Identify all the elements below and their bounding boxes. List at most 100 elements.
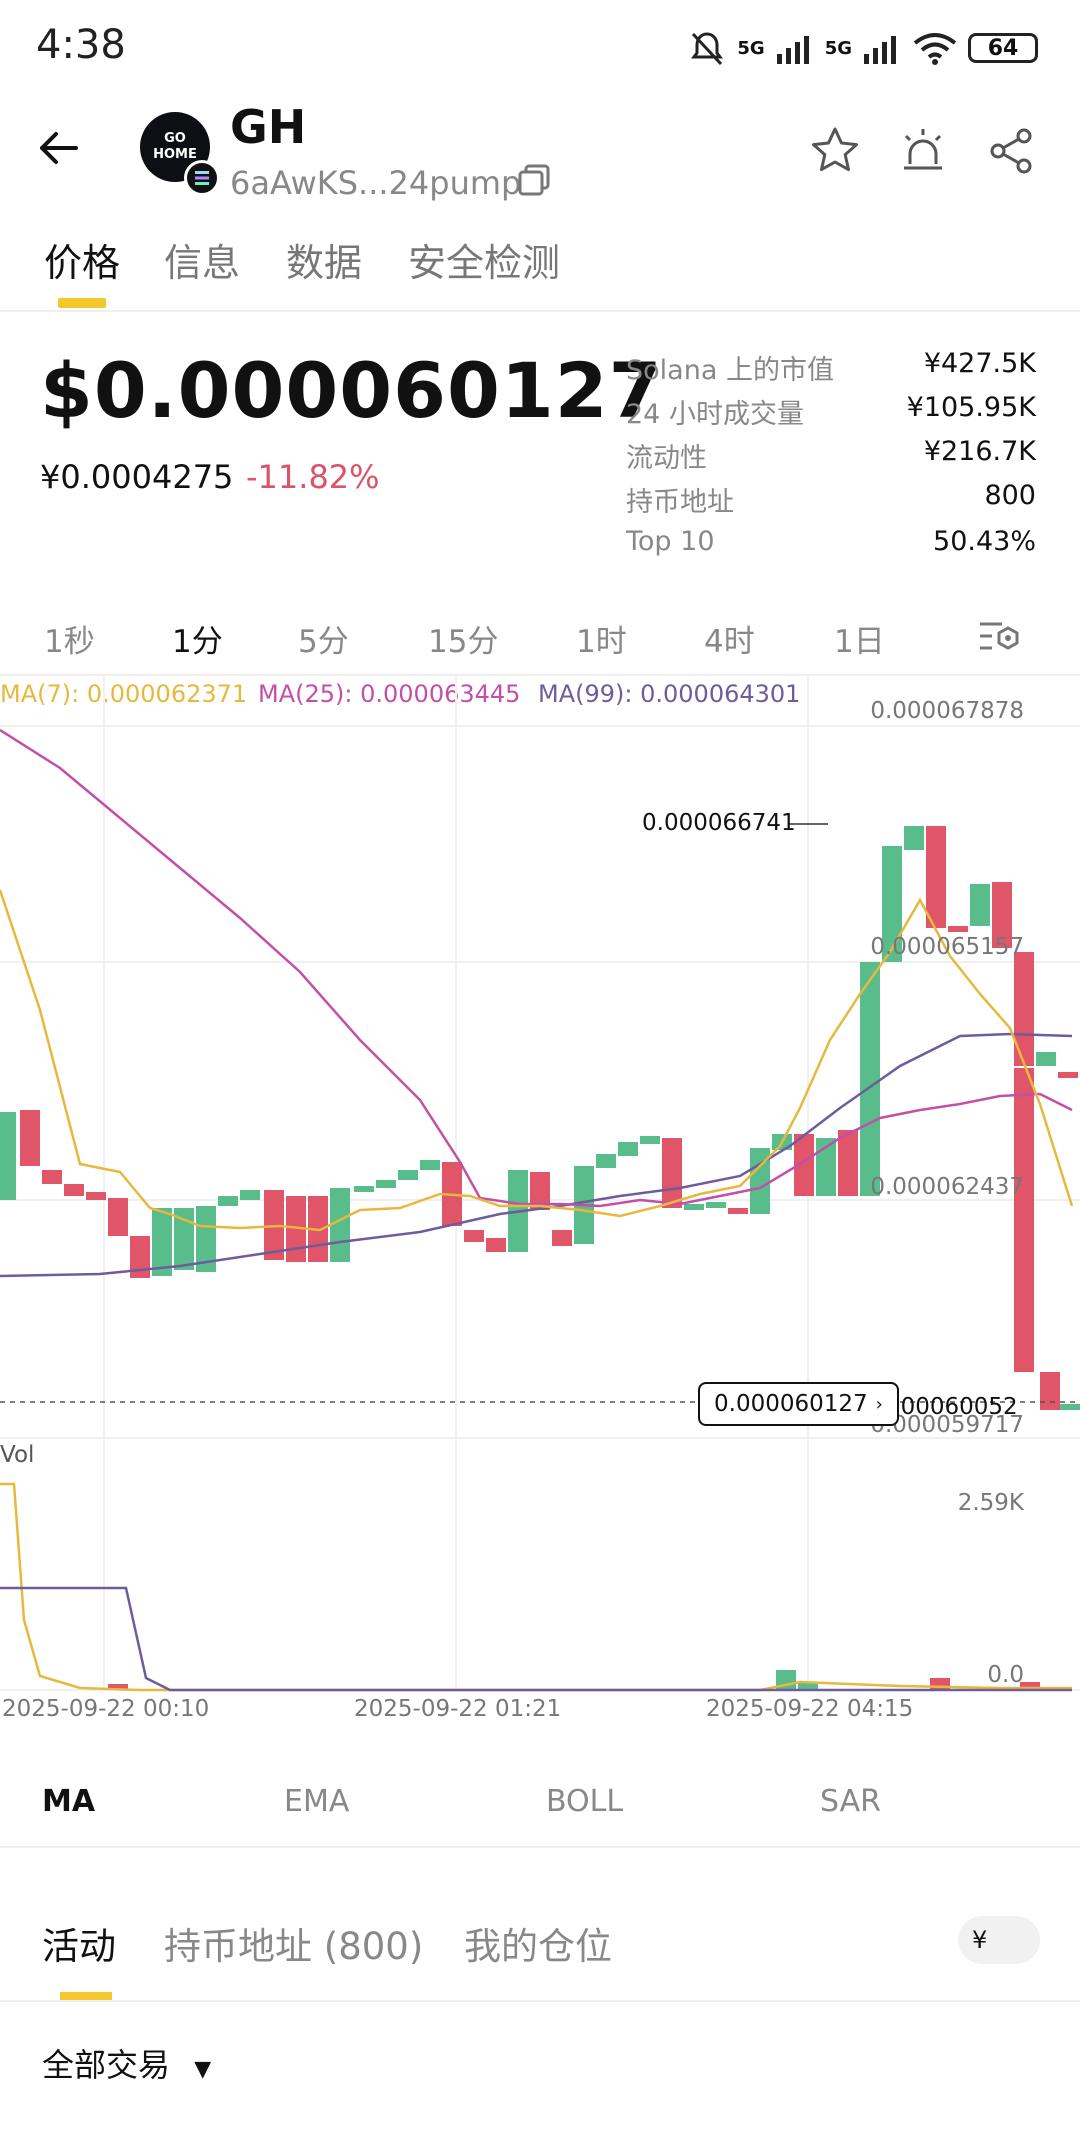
alert-alarm-icon[interactable] xyxy=(896,124,950,178)
candle xyxy=(420,1160,440,1170)
volume-bar xyxy=(798,1682,818,1690)
candle xyxy=(130,1236,150,1278)
share-icon[interactable] xyxy=(984,124,1038,178)
interval-1h[interactable]: 1时 xyxy=(576,624,627,660)
token-name: GH xyxy=(230,100,307,154)
volume-min-label: 0.0 xyxy=(987,1662,1024,1688)
interval-5m[interactable]: 5分 xyxy=(298,624,349,660)
indicator-divider xyxy=(0,1846,1080,1848)
candle xyxy=(1036,1052,1056,1066)
high-price-label: 0.000066741 xyxy=(642,810,796,836)
candle xyxy=(64,1184,84,1196)
trade-filter-dropdown[interactable]: 全部交易 ▼ xyxy=(42,2040,211,2086)
candle xyxy=(926,826,946,928)
stat-label-liquidity: 流动性 xyxy=(626,443,707,474)
stat-value-holders: 800 xyxy=(984,480,1036,511)
candle xyxy=(354,1186,374,1192)
price-cny: ¥0.0004275 xyxy=(40,458,234,496)
tab-security-check[interactable]: 安全检测 xyxy=(408,241,561,285)
status-time: 4:38 xyxy=(36,22,126,68)
candle xyxy=(970,884,990,926)
mute-bell-icon xyxy=(691,32,724,66)
tab-activity[interactable]: 活动 xyxy=(42,1925,116,1968)
candle xyxy=(86,1192,106,1200)
indicator-sar[interactable]: SAR xyxy=(820,1784,881,1819)
stat-label-market-cap: Solana 上的市值 xyxy=(626,355,834,386)
status-icons: 5G 5G 64 xyxy=(687,26,1038,70)
price-usd: $0.000060127 xyxy=(40,346,663,435)
candle xyxy=(530,1172,550,1210)
interval-4h[interactable]: 4时 xyxy=(704,624,755,660)
y-label-2: 0.000065157 xyxy=(870,934,1024,960)
ma7-legend: MA(7): 0.000062371 xyxy=(0,680,248,708)
candle xyxy=(816,1138,836,1196)
currency-toggle[interactable]: ¥ xyxy=(958,1916,1040,1964)
candle xyxy=(750,1148,770,1214)
x-label-1: 2025-09-22 00:10 xyxy=(2,1696,210,1722)
avatar-text: GO HOME xyxy=(153,131,197,162)
tab-price[interactable]: 价格 xyxy=(44,241,121,285)
tab-data[interactable]: 数据 xyxy=(286,241,363,285)
candle xyxy=(240,1190,260,1200)
candle xyxy=(108,1198,128,1236)
ma99-line xyxy=(0,1032,1073,1278)
interval-15m[interactable]: 15分 xyxy=(428,624,499,660)
candle xyxy=(882,846,902,962)
back-arrow-icon[interactable] xyxy=(32,118,92,178)
candle xyxy=(794,1134,814,1196)
stat-label-top10: Top 10 xyxy=(626,526,715,557)
candle xyxy=(152,1208,172,1276)
interval-1d[interactable]: 1日 xyxy=(834,624,885,660)
y-label-3: 0.000062437 xyxy=(870,1174,1024,1200)
candle xyxy=(552,1230,572,1246)
ma25-legend: MA(25): 0.000063445 xyxy=(258,680,521,708)
trade-filter-label: 全部交易 xyxy=(42,2046,171,2084)
stat-value-market-cap: ¥427.5K xyxy=(923,348,1036,379)
chart-settings-icon[interactable] xyxy=(978,616,1022,656)
token-address: 6aAwKS...24pump xyxy=(230,164,522,202)
candle xyxy=(0,1112,16,1200)
x-label-2: 2025-09-22 01:21 xyxy=(354,1696,562,1722)
interval-1s[interactable]: 1秒 xyxy=(44,624,95,660)
signal-icon xyxy=(776,36,809,64)
current-price-tag[interactable]: 0.000060127 › xyxy=(698,1382,899,1426)
x-label-3: 2025-09-22 04:15 xyxy=(706,1696,914,1722)
candle xyxy=(1040,1372,1060,1410)
candlestick-chart[interactable] xyxy=(0,676,1080,1696)
candle xyxy=(218,1196,238,1206)
caret-down-icon: ▼ xyxy=(194,2057,212,2082)
indicator-ema[interactable]: EMA xyxy=(284,1784,350,1819)
ma7-line xyxy=(0,889,1074,1232)
candle xyxy=(376,1180,396,1188)
currency-symbol: ¥ xyxy=(972,1926,988,1954)
indicator-ma[interactable]: MA xyxy=(42,1784,96,1819)
network-label-2: 5G xyxy=(824,37,852,59)
y-label-1: 0.000067878 xyxy=(870,698,1024,724)
candle xyxy=(196,1206,216,1272)
tab-info[interactable]: 信息 xyxy=(164,241,241,285)
star-favorite-icon[interactable] xyxy=(808,124,862,178)
tab-holders[interactable]: 持币地址 (800) xyxy=(164,1925,424,1968)
candle xyxy=(838,1130,858,1196)
current-price-tag-text: 0.000060127 xyxy=(714,1391,868,1417)
active-tab-indicator xyxy=(58,298,106,308)
candle xyxy=(1014,1068,1034,1372)
copy-icon[interactable] xyxy=(516,162,552,198)
indicator-boll[interactable]: BOLL xyxy=(546,1784,624,1819)
candle xyxy=(398,1170,418,1180)
candle xyxy=(1060,1404,1080,1410)
tab-my-position[interactable]: 我的仓位 xyxy=(464,1925,612,1968)
stat-label-holders: 持币地址 xyxy=(626,487,734,518)
interval-1m[interactable]: 1分 xyxy=(172,624,223,660)
volume-bar xyxy=(1020,1682,1040,1690)
vol-ma-purple xyxy=(0,1586,1072,1692)
stat-label-volume: 24 小时成交量 xyxy=(626,399,804,430)
candle xyxy=(20,1110,40,1166)
volume-bar xyxy=(108,1684,128,1690)
chevron-right-icon: › xyxy=(875,1393,883,1415)
candle xyxy=(286,1196,306,1262)
stat-value-volume: ¥105.95K xyxy=(906,392,1036,423)
network-label-1: 5G xyxy=(737,37,765,59)
solana-chain-icon xyxy=(184,160,220,196)
candles-group xyxy=(0,826,1080,1410)
